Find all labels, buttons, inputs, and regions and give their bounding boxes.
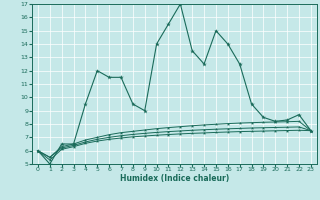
X-axis label: Humidex (Indice chaleur): Humidex (Indice chaleur)	[120, 174, 229, 183]
